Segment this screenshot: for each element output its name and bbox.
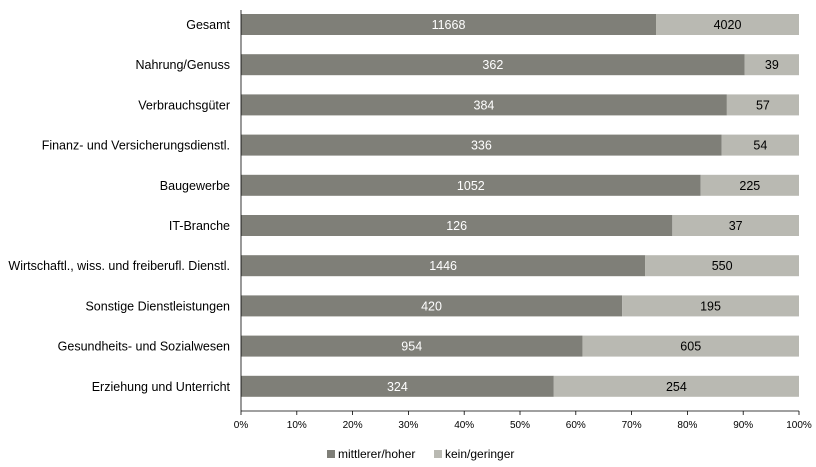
bar-segment-mittlerer-hoher [241, 375, 554, 397]
x-tick-label: 100% [786, 420, 812, 431]
legend-label: kein/geringer [445, 447, 514, 461]
x-tick-label: 40% [454, 420, 474, 431]
data-label: 324 [387, 380, 408, 394]
category-label: Wirtschaftl., wiss. und freiberufl. Dien… [8, 259, 230, 273]
bars-layer: 11668 4020 362 39 384 57 336 54 1052 225 126 37 1446… [241, 14, 799, 397]
bar-segment-mittlerer-hoher [241, 174, 701, 196]
bar-segment-kein-geringer [622, 295, 799, 317]
data-label: 4020 [714, 18, 742, 32]
x-tick-label: 20% [343, 420, 363, 431]
bar-segment-kein-geringer [672, 215, 799, 236]
bar-segment-mittlerer-hoher [241, 295, 623, 317]
data-label: 954 [401, 340, 422, 354]
category-label: Sonstige Dienstleistungen [85, 299, 230, 313]
bar-segment-kein-geringer [726, 94, 799, 116]
category-label: Baugewerbe [160, 179, 230, 193]
data-label: 336 [471, 139, 492, 153]
category-label: Gesundheits- und Sozialwesen [58, 340, 230, 354]
legend: mittlerer/hoher kein/geringer [327, 447, 514, 461]
x-tick-label: 50% [510, 420, 530, 431]
data-label: 605 [680, 340, 701, 354]
x-tick-label: 10% [287, 420, 307, 431]
data-label: 225 [739, 179, 760, 193]
bar-segment-kein-geringer [645, 255, 799, 277]
x-tick-label: 60% [566, 420, 586, 431]
bar-segment-kein-geringer [744, 54, 799, 76]
bar-segment-kein-geringer [721, 134, 799, 156]
data-label: 1052 [457, 179, 485, 193]
bar-segment-mittlerer-hoher [241, 94, 727, 116]
legend-swatch-kein-geringer [434, 450, 442, 458]
legend-swatch-mittlerer-hoher [327, 450, 335, 458]
x-tick-label: 0% [234, 420, 249, 431]
bar-segment-kein-geringer [582, 335, 799, 357]
x-axis: 0% 10% 20% 30% 40% 50% 60% 70% 80% 90% 100% [234, 10, 812, 431]
data-label: 37 [729, 219, 743, 233]
x-tick-label: 30% [398, 420, 418, 431]
bar-segment-mittlerer-hoher [241, 134, 722, 156]
x-tick-label: 70% [622, 420, 642, 431]
bar-segment-kein-geringer [656, 14, 799, 35]
data-label: 254 [666, 380, 687, 394]
category-labels: Gesamt Nahrung/Genuss Verbrauchsgüter Finan… [8, 18, 230, 394]
bar-segment-mittlerer-hoher [241, 335, 583, 357]
bar-segment-mittlerer-hoher [241, 215, 673, 236]
x-tick-label: 90% [733, 420, 753, 431]
data-label: 54 [753, 139, 767, 153]
bar-segment-mittlerer-hoher [241, 54, 745, 76]
data-label: 420 [421, 299, 442, 313]
data-label: 384 [474, 98, 495, 112]
bar-segment-mittlerer-hoher [241, 255, 646, 277]
x-tick-label: 80% [677, 420, 697, 431]
data-label: 195 [700, 299, 721, 313]
category-label: Erziehung und Unterricht [92, 380, 231, 394]
data-label: 550 [712, 259, 733, 273]
category-label: Finanz- und Versicherungsdienstl. [42, 139, 230, 153]
data-label: 126 [446, 219, 467, 233]
data-label: 362 [482, 58, 503, 72]
bar-segment-kein-geringer [700, 174, 799, 196]
bar-segment-kein-geringer [553, 375, 799, 397]
category-label: Gesamt [186, 18, 230, 32]
data-label: 1446 [429, 259, 457, 273]
legend-label: mittlerer/hoher [338, 447, 415, 461]
bar-segment-mittlerer-hoher [241, 14, 657, 35]
data-label: 11668 [432, 18, 466, 32]
category-label: Verbrauchsgüter [138, 98, 230, 112]
category-label: IT-Branche [169, 219, 230, 233]
data-label: 57 [756, 98, 770, 112]
data-label: 39 [765, 58, 779, 72]
category-label: Nahrung/Genuss [135, 58, 230, 72]
